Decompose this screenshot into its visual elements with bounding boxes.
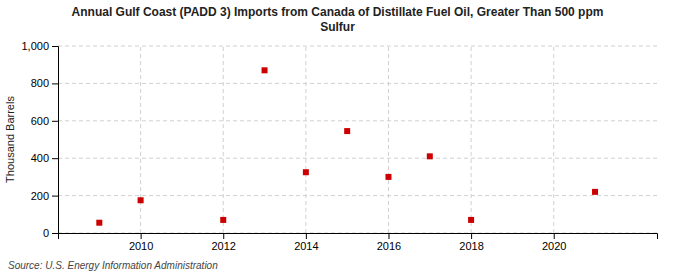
x-axis-tick-label: 2020 <box>542 240 566 252</box>
grid-line-x <box>140 46 141 233</box>
x-axis-tick-label: 2012 <box>211 240 235 252</box>
y-axis-tick: 800 <box>31 77 58 89</box>
point <box>468 217 474 223</box>
chart-svg: Annual Gulf Coast (PADD 3) Imports from … <box>0 0 675 275</box>
x-axis-tick: 2020 <box>542 233 566 252</box>
x-axis-tick-mark <box>306 233 307 239</box>
grid-line-x <box>223 46 224 233</box>
x-axis-tick-label: 2010 <box>129 240 153 252</box>
y-axis-tick-label: 1,000 <box>21 40 49 52</box>
y-axis-tick-mark <box>52 46 58 47</box>
y-axis-tick-label: 0 <box>43 227 49 239</box>
chart-title-line: Annual Gulf Coast (PADD 3) Imports from … <box>72 5 604 19</box>
x-axis: 2010 2012 2014 2016 2018 2020 <box>59 233 658 252</box>
x-axis-tick-label: 2016 <box>377 240 401 252</box>
point <box>385 174 391 180</box>
grid-line-y <box>58 158 657 159</box>
point <box>262 67 268 73</box>
source-note: Source: U.S. Energy Information Administ… <box>8 260 218 271</box>
y-axis-tick: 1,000 <box>21 40 58 52</box>
grid-line-y <box>58 83 657 84</box>
x-axis-tick: 2016 <box>377 233 401 252</box>
y-axis-tick-label: 600 <box>31 115 49 127</box>
y-axis-line <box>52 47 59 234</box>
point <box>303 169 309 175</box>
x-axis-tick-mark <box>141 233 142 239</box>
y-axis-tick-label: 200 <box>31 190 49 202</box>
y-axis-tick-mark <box>52 83 58 84</box>
x-axis-tick: 2014 <box>294 233 318 252</box>
x-axis-tick: 2010 <box>129 233 153 252</box>
grid <box>58 46 657 233</box>
y-axis-tick-mark <box>52 158 58 159</box>
y-axis-tick-mark <box>52 121 58 122</box>
grid-line-y <box>58 120 657 121</box>
point <box>344 128 350 134</box>
y-axis-tick: 0 <box>43 227 58 239</box>
x-axis-tick-mark <box>554 233 555 239</box>
y-axis-tick: 600 <box>31 115 58 127</box>
grid-line-y <box>58 195 657 196</box>
x-axis-tick-mark <box>223 233 224 239</box>
x-axis-tick-mark <box>471 233 472 239</box>
y-axis-tick: 400 <box>31 152 58 164</box>
chart-title: Annual Gulf Coast (PADD 3) Imports from … <box>72 5 604 34</box>
x-axis-tick-label: 2018 <box>459 240 483 252</box>
x-axis-tick-mark <box>388 233 389 239</box>
point <box>138 197 144 203</box>
y-axis-tick-mark <box>52 196 58 197</box>
y-axis-tick: 200 <box>31 190 58 202</box>
point <box>220 217 226 223</box>
y-axis-title: Thousand Barrels <box>4 96 16 183</box>
grid-line-x <box>553 46 554 233</box>
point <box>592 189 598 195</box>
grid-line-x <box>471 46 472 233</box>
y-axis-tick-mark <box>52 233 58 234</box>
y-axis-tick-label: 800 <box>31 77 49 89</box>
point <box>427 153 433 159</box>
chart-container: Annual Gulf Coast (PADD 3) Imports from … <box>0 0 675 275</box>
x-axis-tick: 2012 <box>211 233 235 252</box>
grid-line-x <box>305 46 306 233</box>
point <box>96 220 102 226</box>
x-axis-line <box>59 234 658 240</box>
grid-line-y <box>58 46 657 47</box>
y-axis-tick-label: 400 <box>31 152 49 164</box>
chart-title-line: Sulfur <box>320 20 355 34</box>
x-axis-tick: 2018 <box>459 233 483 252</box>
points <box>96 67 598 225</box>
x-axis-tick-label: 2014 <box>294 240 318 252</box>
grid-line-x <box>388 46 389 233</box>
y-axis: 0 200 400 600 800 1,000 <box>21 40 58 239</box>
